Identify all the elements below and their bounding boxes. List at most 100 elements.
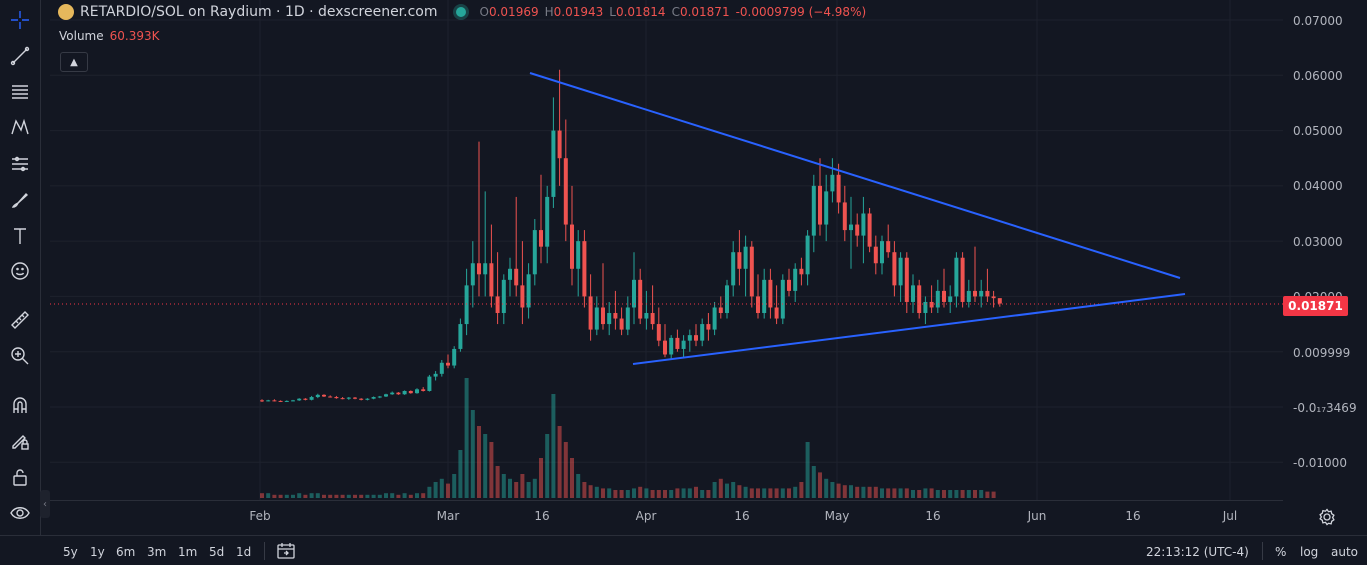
volume-bar [458, 450, 463, 498]
candle-body [966, 290, 971, 302]
calendar-range-icon[interactable] [276, 541, 296, 565]
pattern-icon[interactable] [6, 113, 34, 141]
candle-body [340, 398, 345, 400]
candle-body [390, 392, 395, 395]
volume-bar [446, 483, 450, 498]
candle-body [973, 290, 977, 297]
log-scale-toggle[interactable]: log [1300, 545, 1319, 559]
volume-bar [942, 490, 946, 498]
volume-bar [439, 478, 444, 498]
time-tick: 16 [925, 509, 941, 523]
candle-body [464, 285, 469, 325]
candle-body [718, 307, 723, 314]
drawing-toolbar [0, 0, 41, 535]
time-tick: Jul [1222, 509, 1238, 523]
candle-body [402, 390, 407, 395]
volume-bar [954, 490, 959, 498]
fib-icon[interactable] [6, 78, 34, 106]
volume-bar [725, 483, 729, 498]
divider [1262, 542, 1263, 560]
ohlc-close: C0.01871 [671, 5, 730, 19]
clock-timezone[interactable]: 22:13:12 (UTC-4) [1146, 545, 1249, 559]
range-6m-button[interactable]: 6m [116, 545, 136, 559]
divider [264, 542, 265, 560]
volume-bar [315, 493, 320, 498]
range-5y-button[interactable]: 5y [63, 545, 78, 559]
volume-bar [768, 488, 773, 498]
candle-body [309, 397, 314, 400]
candle-body [439, 362, 444, 374]
time-tick: May [824, 509, 850, 523]
text-icon[interactable] [6, 222, 34, 250]
gear-icon[interactable] [1318, 508, 1336, 526]
ruler-icon[interactable] [6, 306, 34, 334]
auto-scale-toggle[interactable]: auto [1331, 545, 1359, 559]
price-axis[interactable]: 0.07000 0.06000 0.05000 0.04000 0.03000 … [1283, 0, 1367, 500]
brush-icon[interactable] [6, 186, 34, 214]
candle-body [725, 285, 729, 314]
lock-icon[interactable] [6, 463, 34, 491]
candle-body [396, 392, 401, 395]
volume-bar [489, 442, 494, 498]
trendline-icon[interactable] [6, 42, 34, 70]
volume-bar [365, 494, 370, 498]
volume-bar [303, 494, 308, 498]
range-3m-button[interactable]: 3m [147, 545, 167, 559]
price-chart[interactable] [50, 0, 1283, 500]
volume-bar [551, 394, 556, 498]
candle-body [415, 389, 419, 394]
toolbar-collapse-handle[interactable]: ‹ [40, 490, 50, 518]
volume-bar [805, 442, 810, 498]
symbol-title[interactable]: RETARDIO/SOL on Raydium · 1D · dexscreen… [80, 4, 438, 20]
candle-body [297, 398, 302, 401]
magnet-icon[interactable] [6, 391, 34, 419]
candle-body [328, 396, 333, 398]
candle-body [960, 257, 965, 302]
candle-body [322, 394, 326, 397]
candle-body [353, 397, 357, 399]
collapse-legend-button[interactable]: ▲ [60, 52, 88, 72]
volume-indicator-label[interactable]: Volume 60.393K [59, 29, 160, 43]
price-tick: 0.05000 [1293, 124, 1343, 138]
range-1m-button[interactable]: 1m [178, 545, 198, 559]
candle-body [656, 324, 661, 341]
volume-bar [818, 472, 822, 498]
volume-bar [557, 426, 562, 498]
emoji-icon[interactable] [6, 257, 34, 285]
lock-drawings-icon[interactable] [6, 427, 34, 455]
candle-body [371, 397, 376, 399]
volume-bar [793, 486, 798, 498]
candle-body [861, 213, 866, 236]
candle-body [694, 335, 698, 341]
candle-body [613, 313, 618, 319]
volume-bar [632, 488, 636, 498]
eye-icon[interactable] [6, 499, 34, 527]
volume-bar [991, 491, 996, 498]
range-1y-button[interactable]: 1y [90, 545, 105, 559]
volume-bar [880, 488, 884, 498]
range-1d-button[interactable]: 1d [236, 545, 252, 559]
volume-bar [570, 458, 574, 498]
candle-body [625, 307, 630, 330]
candle-body [917, 285, 922, 314]
candle-body [421, 389, 426, 391]
candle-body [315, 394, 320, 398]
volume-bar [284, 494, 289, 498]
volume-bar [799, 482, 804, 498]
candle-body [824, 191, 829, 225]
candle-body [880, 241, 884, 264]
percent-scale-toggle[interactable]: % [1275, 545, 1287, 559]
time-axis[interactable]: Feb Mar 16 Apr 16 May 16 Jun 16 Jul [50, 500, 1283, 535]
candle-body [563, 158, 568, 225]
candle-body [570, 224, 574, 269]
volume-bar [973, 490, 977, 498]
range-5d-button[interactable]: 5d [209, 545, 225, 559]
candle-body [588, 296, 593, 330]
zoom-in-icon[interactable] [6, 342, 34, 370]
chevron-up-icon: ▲ [70, 56, 78, 68]
volume-bar [663, 490, 667, 498]
volume-bar [923, 488, 928, 498]
prediction-icon[interactable] [6, 150, 34, 178]
crosshair-icon[interactable] [6, 6, 34, 34]
candle-body [681, 340, 686, 349]
